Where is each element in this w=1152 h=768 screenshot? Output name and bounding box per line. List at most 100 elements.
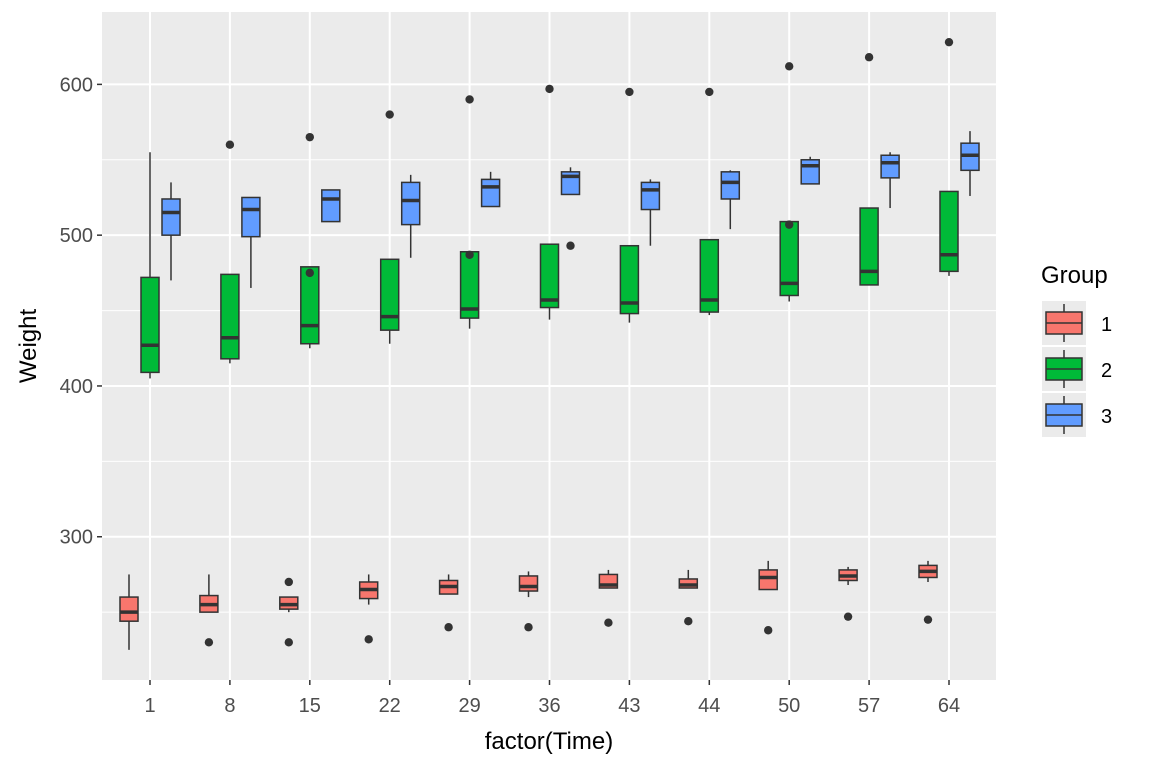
- box: [640, 181, 661, 211]
- box-group-1-15: [279, 577, 299, 647]
- legend: Group 1 2 3: [1041, 262, 1112, 437]
- box-group-2-29: [459, 95, 480, 329]
- box: [379, 258, 400, 331]
- boxes-layer: [119, 37, 980, 650]
- legend-keys: 1 2 3: [1042, 301, 1112, 437]
- x-tick-label: 8: [224, 695, 235, 717]
- x-tick-label: 43: [618, 695, 640, 717]
- box-group-2-57: [859, 53, 879, 286]
- y-tick-label: 400: [60, 376, 93, 398]
- legend-label: 2: [1101, 360, 1112, 382]
- box-group-2-44: [699, 87, 720, 316]
- box: [619, 244, 640, 315]
- box-group-1-36: [518, 571, 539, 632]
- outlier-point: [305, 132, 314, 142]
- box-group-1-43: [598, 569, 619, 627]
- x-tick-label: 1: [144, 695, 155, 717]
- x-tick-label: 15: [299, 695, 321, 717]
- outlier-point: [204, 638, 214, 647]
- box-group-3-8: [241, 196, 261, 288]
- legend-key-1: 1: [1042, 301, 1112, 345]
- box: [880, 154, 900, 179]
- outlier-point: [923, 615, 933, 624]
- outlier-point: [385, 110, 394, 119]
- box: [119, 596, 139, 622]
- box-group-2-64: [939, 37, 959, 276]
- box-group-1-8: [199, 574, 219, 647]
- outlier-point: [545, 84, 554, 94]
- outlier-point: [684, 616, 693, 626]
- legend-label: 3: [1101, 406, 1112, 428]
- legend-key-3: 3: [1042, 393, 1112, 437]
- box-group-3-43: [640, 179, 661, 246]
- box-group-3-29: [480, 171, 501, 208]
- outlier-point: [305, 268, 314, 278]
- outlier-point: [785, 220, 794, 229]
- x-axis-title: factor(Time): [485, 728, 613, 755]
- y-tick-label: 500: [60, 225, 93, 247]
- box: [300, 266, 320, 345]
- box-group-3-15: [321, 189, 341, 223]
- box-group-1-44: [678, 569, 699, 626]
- x-axis: 1 8 15 22 29 36 43 44 50 57 64: [144, 680, 960, 717]
- x-tick-label: 57: [858, 695, 880, 717]
- box: [140, 276, 160, 374]
- box-group-2-1: [140, 152, 160, 379]
- outlier-point: [785, 62, 794, 71]
- outlier-point: [444, 623, 453, 632]
- box: [241, 196, 261, 238]
- box-group-1-22: [358, 574, 379, 644]
- box-group-1-29: [438, 574, 459, 632]
- box: [720, 171, 741, 200]
- outlier-point: [944, 37, 954, 47]
- legend-label: 1: [1101, 314, 1112, 336]
- box: [939, 190, 959, 273]
- outlier-point: [864, 53, 874, 62]
- x-tick-label: 44: [698, 695, 720, 717]
- box-group-3-50: [800, 156, 820, 185]
- outlier-point: [625, 87, 634, 97]
- box: [220, 273, 240, 360]
- box-group-1-57: [838, 566, 858, 621]
- outlier-point: [284, 638, 293, 647]
- box: [518, 575, 539, 592]
- box: [161, 198, 181, 236]
- box-group-3-44: [720, 170, 741, 230]
- box-group-3-57: [880, 152, 900, 209]
- y-axis: 300 400 500 600: [60, 74, 102, 549]
- legend-key-2: 2: [1042, 347, 1112, 391]
- box-group-3-64: [960, 131, 980, 196]
- box: [321, 189, 341, 223]
- y-axis-title: Weight: [15, 309, 42, 384]
- box-group-2-8: [220, 140, 240, 364]
- outlier-point: [284, 577, 293, 587]
- outlier-point: [705, 87, 714, 97]
- box: [758, 569, 778, 591]
- outlier-point: [524, 623, 533, 632]
- box: [800, 159, 820, 185]
- outlier-point: [465, 95, 474, 104]
- box: [859, 207, 879, 286]
- box: [699, 238, 720, 313]
- outlier-point: [843, 612, 853, 621]
- box-group-3-1: [161, 182, 181, 281]
- outlier-point: [764, 626, 773, 635]
- box-group-2-50: [779, 62, 799, 302]
- box: [539, 243, 560, 309]
- x-tick-label: 29: [458, 695, 480, 717]
- x-tick-label: 36: [538, 695, 560, 717]
- x-tick-label: 50: [778, 695, 800, 717]
- outlier-point: [465, 250, 474, 259]
- box-group-1-64: [918, 560, 938, 624]
- box-group-2-36: [539, 84, 560, 320]
- box-group-2-22: [379, 110, 400, 344]
- outlier-point: [364, 635, 373, 644]
- legend-title: Group: [1041, 262, 1108, 289]
- x-tick-label: 22: [379, 695, 401, 717]
- y-tick-label: 600: [60, 74, 93, 96]
- outlier-point: [225, 140, 235, 149]
- box-group-3-36: [560, 167, 581, 250]
- box: [400, 181, 421, 226]
- box-group-1-50: [758, 560, 778, 635]
